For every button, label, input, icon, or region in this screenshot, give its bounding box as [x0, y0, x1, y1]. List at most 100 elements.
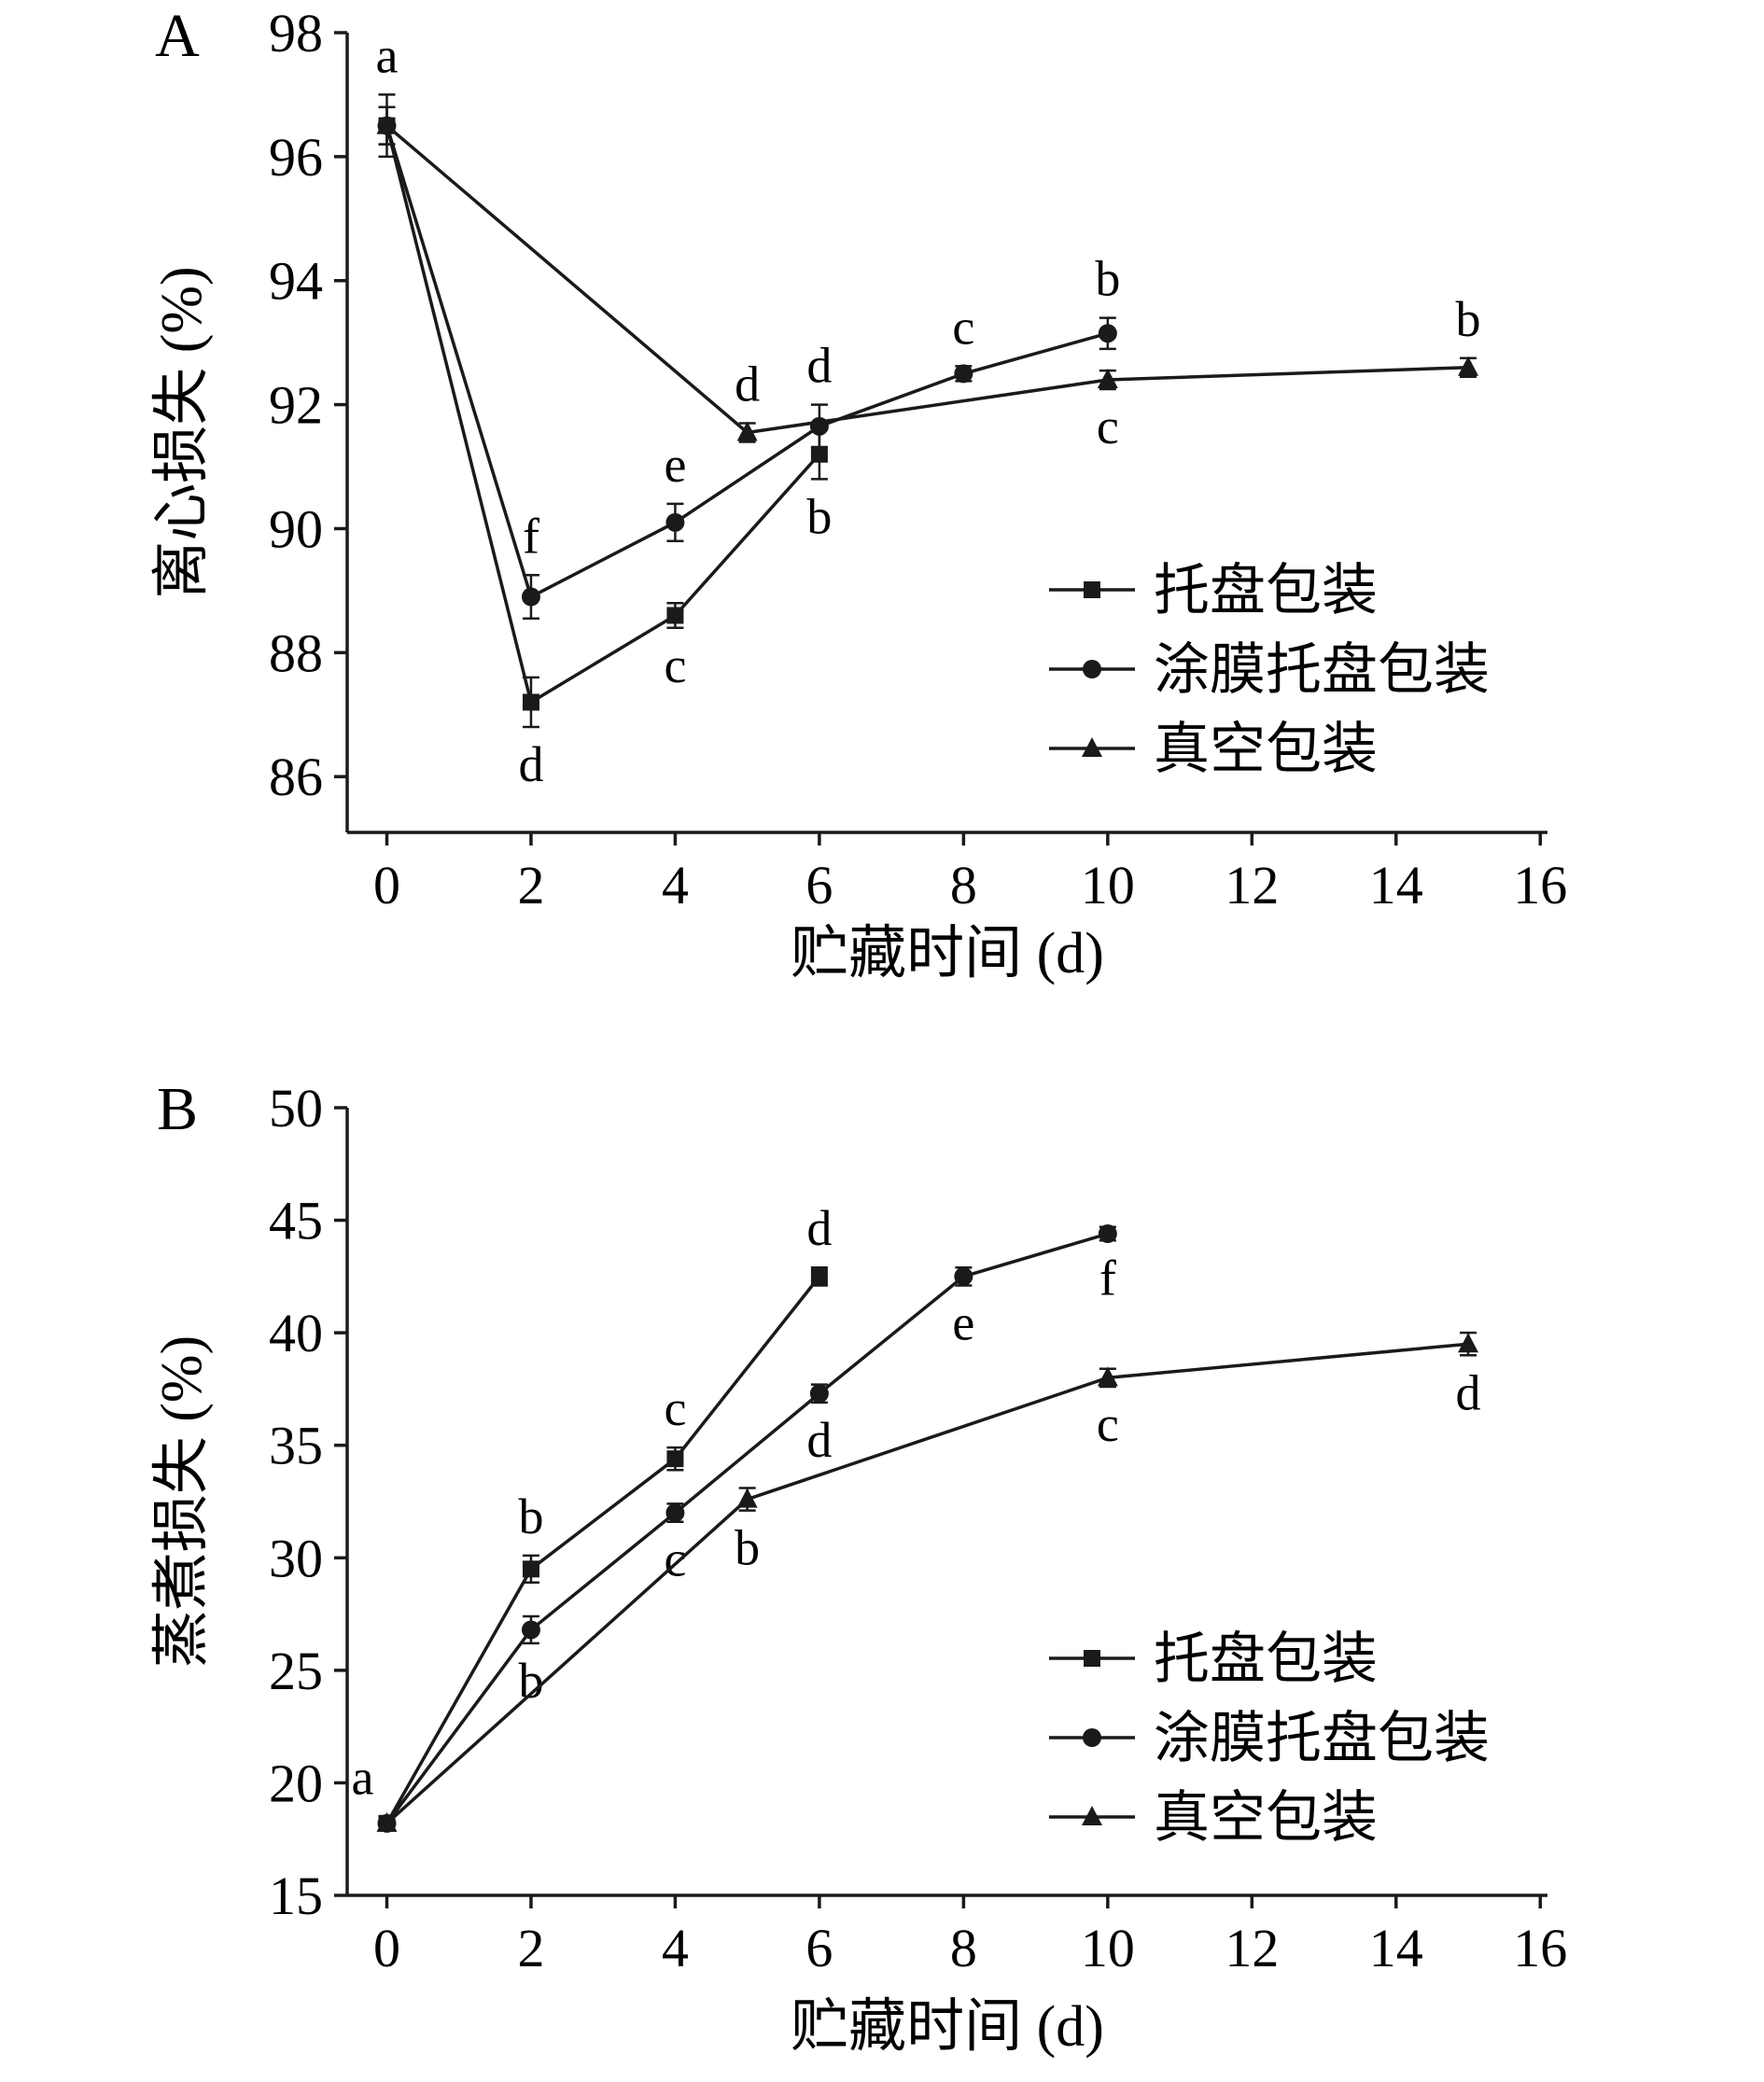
significance-letter: a [352, 1750, 374, 1806]
significance-letter: b [1456, 291, 1481, 347]
legend-label: 涂膜托盘包装 [1154, 1708, 1490, 1769]
series-square [378, 93, 828, 729]
triangle-marker [736, 1488, 758, 1508]
square-marker [810, 1267, 828, 1285]
significance-letter: d [518, 736, 543, 792]
y-tick-label: 20 [269, 1753, 323, 1813]
series-line [385, 1232, 1109, 1824]
circle-marker [665, 1503, 685, 1523]
x-tick-label: 0 [373, 1918, 400, 1978]
y-tick-label: 92 [269, 375, 323, 436]
x-tick-label: 0 [373, 855, 400, 915]
significance-letter: e [664, 437, 686, 493]
significance-letter: f [523, 508, 539, 564]
circle-marker [1098, 1224, 1117, 1244]
legend-triangle-marker [1082, 1806, 1102, 1825]
y-tick-label: 96 [269, 127, 323, 188]
x-tick-label: 6 [805, 855, 833, 915]
legend-circle-marker [1083, 1728, 1101, 1747]
y-tick-label: 88 [269, 622, 323, 683]
panel-a-svg: 0 2 4 6 8 10 12 14 16 86 88 90 92 94 96 98 贮藏时间 (d) 离心损失 … [150, 2, 1567, 985]
significance-letter: c [664, 1531, 686, 1587]
circle-marker [954, 1266, 973, 1286]
significance-letter: c [1097, 398, 1119, 454]
x-tick-label: 2 [517, 1918, 544, 1978]
legend-label: 真空包装 [1154, 1787, 1378, 1849]
circle-marker [1098, 324, 1117, 343]
y-tick-label: 25 [269, 1641, 323, 1701]
series-line [385, 124, 1469, 435]
legend-square-marker [1084, 581, 1100, 598]
x-tick-label: 6 [805, 1918, 833, 1978]
square-marker [666, 1450, 684, 1468]
series-triangle [376, 1331, 1479, 1832]
square-marker [666, 607, 684, 624]
triangle-marker [376, 1811, 398, 1832]
y-tick-label: 90 [269, 498, 323, 559]
significance-letter: d [806, 338, 832, 394]
x-tick-label: 12 [1225, 1918, 1279, 1978]
x-tick-label: 2 [517, 855, 544, 915]
significance-letter: d [735, 356, 760, 412]
series-line [385, 1275, 821, 1824]
y-tick-label: 50 [269, 1078, 323, 1139]
x-tick-label: 4 [662, 855, 689, 915]
significance-letter: d [806, 1200, 832, 1256]
circle-marker [521, 1620, 540, 1640]
square-marker [522, 1560, 539, 1578]
triangle-marker [376, 114, 398, 134]
x-axis-title: 贮藏时间 (d) [791, 1995, 1104, 2059]
triangle-marker [736, 421, 758, 441]
x-tick-label: 10 [1081, 1918, 1135, 1978]
y-axis-title: 蒸煮损失 (%) [150, 1335, 214, 1668]
y-tick-label: 35 [269, 1416, 323, 1476]
circle-marker [521, 587, 540, 607]
legend-square-marker [1084, 1650, 1100, 1667]
y-tick-label: 98 [269, 3, 323, 63]
x-tick-label: 10 [1081, 855, 1135, 915]
significance-letter: c [1097, 1396, 1119, 1452]
x-tick-label: 12 [1225, 855, 1279, 915]
panel-b-svg: 0 2 4 6 8 10 12 14 16 15 20 25 30 35 40 45 50 贮藏时间 (d) 蒸煮损… [150, 1075, 1567, 2059]
significance-letter: f [1099, 1250, 1116, 1306]
legend-label: 托盘包装 [1154, 560, 1378, 622]
y-tick-label: 94 [269, 251, 323, 312]
panel-label: B [157, 1075, 198, 1143]
series-line [385, 125, 1109, 600]
y-tick-label: 86 [269, 747, 323, 807]
significance-letter: c [664, 637, 686, 693]
panel-b-chart: 0 2 4 6 8 10 12 14 16 15 20 25 30 35 40 45 50 贮藏时间 (d) 蒸煮损… [0, 999, 1764, 2082]
y-tick-label: 30 [269, 1528, 323, 1588]
legend-label: 真空包装 [1154, 719, 1378, 780]
triangle-marker [1458, 356, 1479, 376]
x-tick-label: 8 [950, 855, 977, 915]
significance-letter: d [806, 1412, 832, 1468]
triangle-marker [1458, 1333, 1479, 1353]
axes [334, 1106, 1547, 1908]
x-tick-label: 8 [950, 1918, 977, 1978]
axes [334, 31, 1547, 845]
legend-label: 托盘包装 [1154, 1628, 1378, 1690]
circle-marker [809, 1384, 829, 1404]
significance-letter: d [1456, 1364, 1481, 1420]
circle-marker [665, 512, 685, 532]
x-tick-label: 4 [662, 1918, 689, 1978]
panel-label: A [155, 2, 200, 70]
significance-letter: b [735, 1520, 760, 1576]
series-line [385, 125, 821, 706]
triangle-marker [1097, 369, 1118, 389]
triangle-marker [1097, 1366, 1118, 1387]
legend-triangle-marker [1082, 737, 1102, 757]
significance-letter: e [952, 1295, 974, 1351]
x-axis-title: 贮藏时间 (d) [791, 922, 1104, 985]
y-tick-label: 15 [269, 1865, 323, 1926]
x-tick-label: 14 [1369, 1918, 1423, 1978]
significance-letter: c [952, 299, 974, 355]
circle-marker [954, 364, 973, 384]
panel-a-chart: 0 2 4 6 8 10 12 14 16 86 88 90 92 94 96 98 贮藏时间 (d) 离心损失 … [0, 0, 1764, 999]
significance-letter: b [518, 1488, 543, 1544]
legend-circle-marker [1083, 660, 1101, 678]
series-line [385, 1342, 1469, 1825]
